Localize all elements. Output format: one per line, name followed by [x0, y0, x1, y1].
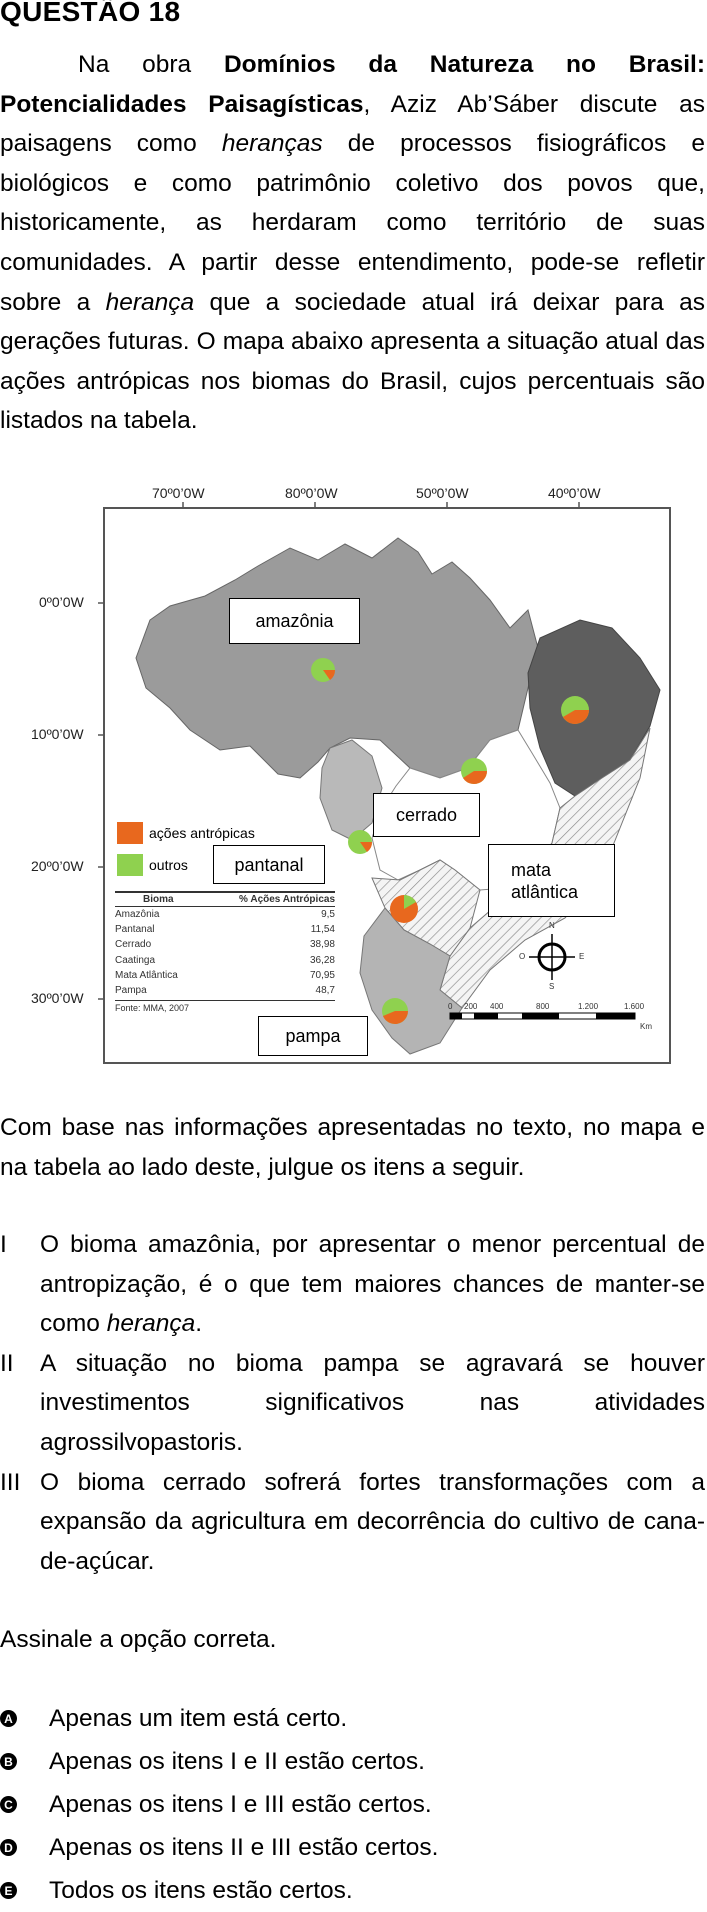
option-text: Apenas os itens II e III estão certos. [49, 1833, 439, 1861]
answer-options: A Apenas um item está certo. B Apenas os… [0, 1697, 705, 1912]
statement-number: I [0, 1231, 7, 1258]
table-header: Bioma % Ações Antrópicas [115, 891, 335, 907]
option-d[interactable]: D Apenas os itens II e III estão certos. [0, 1826, 705, 1869]
statement-text: O bioma cerrado sofrerá fortes transform… [40, 1468, 705, 1575]
answer-prompt: Assinale a opção correta. [0, 1626, 277, 1653]
statement-number: III [0, 1468, 21, 1496]
scale-bar [449, 1012, 636, 1020]
compass-rose [529, 934, 575, 980]
option-text: Apenas os itens I e II estão certos. [49, 1747, 425, 1775]
table-row: Pampa 48,7 [115, 985, 335, 997]
brazil-biomes-map: 70º0’0W 80º0’0W 50º0’0W 40º0’0W 0º0’0W 1… [0, 478, 707, 1083]
coord-left-1: 0º0’0W [39, 594, 84, 610]
option-e[interactable]: E Todos os itens estão certos. [0, 1869, 705, 1912]
instruction-paragraph: Com base nas informações apresentadas no… [0, 1114, 705, 1181]
option-letter: C [0, 1796, 17, 1813]
statement-item: III O bioma cerrado sofrerá fortes trans… [0, 1463, 705, 1582]
option-letter: D [0, 1839, 17, 1856]
table-row: Mata Atlântica 70,95 [115, 969, 335, 981]
option-letter: E [0, 1882, 17, 1899]
pie-mata-atlantica [390, 895, 418, 923]
option-b[interactable]: B Apenas os itens I e II estão certos. [0, 1740, 705, 1783]
compass-n: N [549, 921, 555, 930]
option-letter: B [0, 1753, 17, 1770]
book-title: Domínios da Natureza no Brasil: Potencia… [0, 51, 705, 118]
table-source: Fonte: MMA, 2007 [115, 1000, 335, 1013]
coord-left-3: 20º0’0W [31, 858, 84, 874]
pie-pampa [382, 998, 408, 1024]
coord-top-3: 50º0’0W [416, 485, 469, 501]
scale-tick: 1.200 [578, 1002, 599, 1011]
table-row: Cerrado 38,98 [115, 939, 335, 951]
label-pantanal: pantanal [213, 845, 325, 884]
statements-list: I O bioma amazônia, por apresentar o men… [0, 1225, 705, 1581]
statement-text: O bioma amazônia, por apresentar o menor… [40, 1231, 705, 1338]
option-c[interactable]: C Apenas os itens I e III estão certos. [0, 1783, 705, 1826]
table-row: Caatinga 36,28 [115, 954, 335, 966]
pie-cerrado [461, 758, 487, 785]
scale-unit: Km [640, 1022, 652, 1031]
legend-swatch-others [117, 854, 143, 876]
label-mata-atlantica: mata atlântica [488, 844, 615, 917]
option-text: Apenas um item está certo. [49, 1704, 348, 1732]
question-heading: QUESTÃO 18 [0, 0, 181, 27]
legend-swatch-anthropic [117, 822, 143, 844]
intro-paragraph: Na obra Domínios da Natureza no Brasil: … [0, 51, 706, 435]
legend-others: outros [117, 854, 188, 876]
compass-w: O [519, 952, 526, 961]
compass-s: S [549, 982, 555, 991]
label-cerrado: cerrado [373, 793, 480, 837]
pie-caatinga [561, 696, 589, 724]
pie-pantanal [348, 830, 373, 854]
statement-number: II [0, 1349, 14, 1377]
scale-tick: 800 [536, 1002, 550, 1011]
option-text: Todos os itens estão certos. [49, 1876, 353, 1904]
table-row: Amazônia 9,5 [115, 909, 335, 920]
statement-item: II A situação no bioma pampa se agravará… [0, 1344, 705, 1463]
compass-e: E [579, 952, 585, 961]
coord-top-1: 70º0’0W [152, 485, 205, 501]
table-row: Pantanal 11,54 [115, 924, 335, 936]
scale-tick: 0 [448, 1002, 453, 1011]
pie-amazonia [311, 658, 336, 682]
coord-left-2: 10º0’0W [31, 726, 84, 742]
scale-tick: 1.600 [624, 1002, 645, 1011]
legend-anthropic: ações antrópicas [117, 822, 255, 844]
option-letter: A [0, 1710, 17, 1727]
coord-top-2: 80º0’0W [285, 485, 338, 501]
option-a[interactable]: A Apenas um item está certo. [0, 1697, 705, 1740]
option-text: Apenas os itens I e III estão certos. [49, 1790, 432, 1818]
map-graphic [98, 502, 671, 1064]
coord-top-4: 40º0’0W [548, 485, 601, 501]
scale-tick: 200 [464, 1002, 478, 1011]
statement-item: I O bioma amazônia, por apresentar o men… [0, 1225, 705, 1344]
label-amazonia: amazônia [229, 598, 360, 644]
coord-left-4: 30º0’0W [31, 990, 84, 1006]
statement-text: A situação no bioma pampa se agravará se… [40, 1349, 705, 1456]
scale-tick: 400 [490, 1002, 504, 1011]
label-pampa: pampa [258, 1016, 368, 1056]
anthropic-table: Bioma % Ações Antrópicas Amazônia 9,5 Pan… [115, 891, 335, 1013]
